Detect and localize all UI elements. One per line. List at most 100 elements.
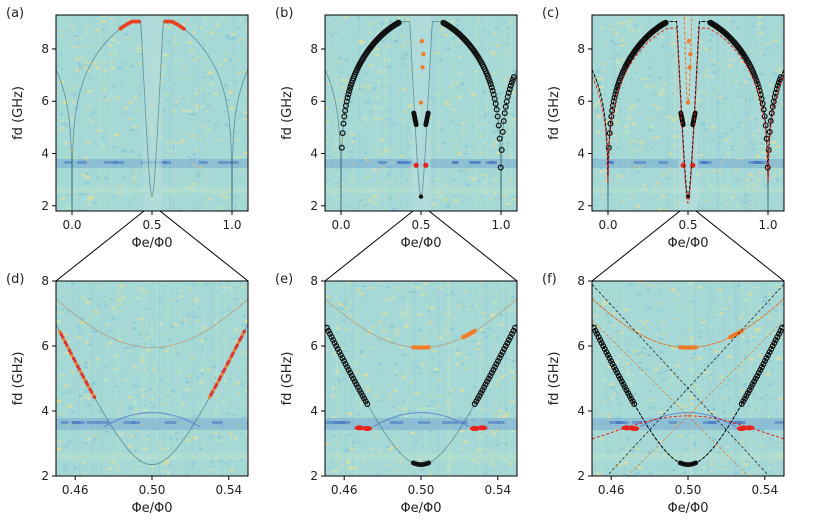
noise-pixel [638,361,643,364]
noise-pixel [603,322,607,325]
noise-pixel [709,184,713,188]
noise-pixel [244,91,248,93]
noise-pixel [468,176,473,179]
peak-point [771,340,778,347]
noise-pixel [176,293,180,295]
noise-pixel [705,69,709,72]
noise-pixel [152,368,156,372]
noise-pixel [715,85,721,87]
noise-pixel [450,459,455,462]
noise-pixel [735,474,739,476]
noise-pixel [601,437,604,440]
noise-pixel [721,195,726,198]
signal-dot [182,27,186,31]
noise-pixel [84,176,90,179]
noise-pixel [671,469,676,472]
noise-pixel [501,135,505,138]
noise-pixel [648,128,653,132]
noise-pixel [235,131,239,134]
noise-pixel [704,48,708,51]
noise-pixel [600,378,606,381]
noise-pixel [211,164,217,167]
noise-pixel [245,427,248,429]
noise-pixel [373,52,377,54]
noise-pixel [638,166,642,169]
noise-pixel [145,330,150,333]
noise-pixel [330,193,335,196]
noise-pixel [157,443,161,446]
noise-pixel [382,177,387,179]
noise-pixel [92,111,96,114]
noise-pixel [349,314,352,317]
peak-point [413,122,419,128]
noise-pixel [203,107,209,110]
peak-point [607,358,614,365]
noise-pixel [512,118,516,122]
noise-streak [765,281,767,476]
noise-pixel [722,461,727,465]
signal-dot [238,337,242,342]
heatmap-noise [592,281,784,476]
noise-pixel [743,68,746,71]
peak-point-red [736,426,747,432]
noise-pixel [494,443,500,447]
peak-point [343,98,350,105]
resonator-band-dash [497,421,505,424]
noise-pixel [502,131,507,134]
noise-pixel [202,99,206,102]
noise-pixel [195,108,199,112]
noise-pixel [388,118,393,121]
noise-pixel [749,50,753,53]
noise-pixel [84,181,89,185]
noise-pixel [453,344,456,346]
noise-pixel [422,407,427,410]
noise-pixel [140,359,144,363]
noise-pixel [744,119,748,122]
signal-dot [60,335,65,339]
noise-pixel [696,153,700,156]
noise-pixel [411,353,415,357]
noise-pixel [649,118,652,121]
noise-pixel [475,347,480,351]
zoom-connector-left [55,210,145,282]
noise-pixel [234,339,238,342]
peak-point [592,324,597,331]
noise-pixel [780,22,784,24]
noise-pixel [165,311,169,314]
noise-pixel [199,138,202,140]
y-tick-label: 6 [577,339,585,353]
noise-pixel [62,469,66,473]
noise-pixel [490,50,495,53]
noise-pixel [761,300,766,302]
resonator-band-dash [485,160,497,164]
noise-pixel [727,378,733,382]
y-tick-label: 2 [310,469,318,483]
noise-pixel [385,138,388,141]
noise-pixel [697,172,701,176]
noise-pixel [110,67,115,70]
background-band [325,453,517,460]
noise-pixel [359,401,364,405]
noise-pixel [697,356,702,360]
noise-streak [504,15,506,211]
noise-streak [451,15,453,211]
noise-pixel [709,411,714,415]
noise-streak [425,281,427,476]
noise-pixel [443,183,447,187]
noise-pixel [693,425,698,427]
noise-streak [216,281,218,476]
noise-pixel [672,143,677,147]
peak-point [331,340,338,347]
noise-pixel [75,37,81,39]
noise-pixel [435,35,441,38]
noise-streak [667,15,669,211]
noise-pixel [640,25,644,28]
noise-pixel [182,23,186,26]
noise-pixel [351,441,356,444]
noise-pixel [664,177,669,180]
peak-point [763,355,770,362]
noise-pixel [702,91,706,94]
noise-pixel [409,151,413,154]
noise-streak [742,281,744,476]
noise-pixel [119,284,125,288]
